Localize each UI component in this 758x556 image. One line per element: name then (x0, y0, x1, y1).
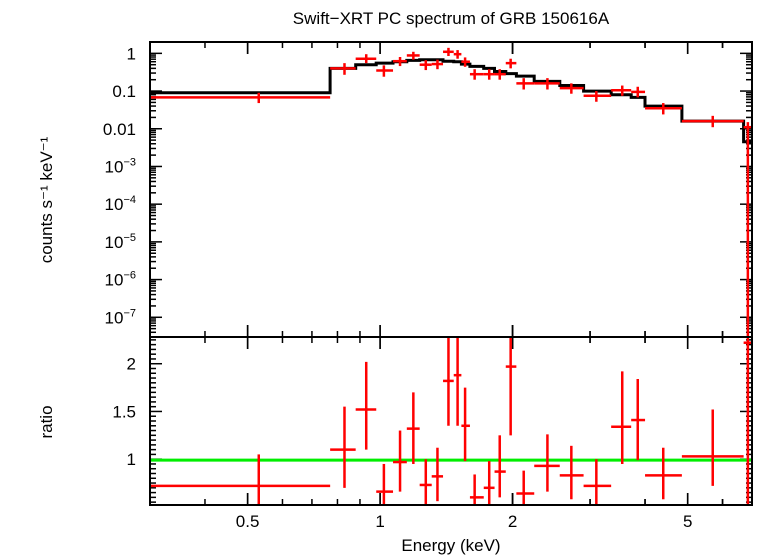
ratio-data-point (743, 337, 752, 505)
ratio-data-point (443, 337, 454, 426)
ratio-data-point (611, 371, 632, 464)
chart-title: Swift−XRT PC spectrum of GRB 150616A (293, 9, 610, 28)
spectrum-data-point (483, 69, 495, 80)
spectrum-y-axis-label-text: counts s⁻¹ keV⁻¹ (37, 136, 56, 263)
spectrum-y-tick-label: 10−5 (105, 232, 136, 252)
spectrum-data-point (393, 57, 407, 67)
ratio-data-point (406, 392, 420, 464)
spectrum-data-point (150, 92, 331, 104)
spectrum-y-tick-label: 0.1 (112, 82, 136, 101)
ratio-data-point (494, 435, 506, 498)
spectrum-data-point (419, 60, 432, 71)
spectrum-data-point (443, 47, 454, 57)
ratio-data-point (583, 459, 612, 505)
ratio-data-point (376, 463, 394, 505)
spectrum-data-point (516, 78, 535, 90)
spectrum-data-point (355, 54, 377, 64)
spectrum-y-tick-label: 10−6 (105, 270, 136, 290)
ratio-data-point (469, 474, 484, 505)
spectrum-y-axis-label: counts s⁻¹ keV⁻¹ (37, 136, 56, 263)
spectrum-panel: 1 0.1 0.01 10−3 10−4 10−5 10−6 10−7 (103, 41, 753, 338)
ratio-data-point (483, 461, 495, 505)
ratio-data-point (681, 409, 744, 486)
spectrum-data-point (461, 57, 470, 67)
ratio-data-point (505, 337, 517, 436)
spectrum-frame (149, 41, 753, 338)
ratio-data-point (330, 406, 356, 488)
ratio-y-axis-label-text: ratio (37, 405, 56, 438)
spectrum-data-point (534, 78, 560, 90)
ratio-data-point (150, 454, 331, 505)
ratio-data-point (355, 361, 377, 450)
spectrum-data-point (406, 51, 420, 60)
spectrum-data-point (505, 58, 517, 69)
spectrum-data-point (559, 83, 584, 94)
ratio-data-point (453, 337, 462, 426)
spectrum-data-point (611, 85, 632, 96)
ratio-panel: 1 1.5 2 0.5 1 2 5 (112, 336, 753, 531)
spectrum-data-point (631, 86, 646, 98)
ratio-data-point (645, 447, 682, 500)
spectrum-y-tick-label: 10−4 (105, 194, 136, 214)
spectrum-data-point (743, 122, 752, 337)
spectrum-y-tick-label: 10−7 (105, 307, 136, 327)
spectrum-data-point (330, 63, 356, 75)
ratio-y-axis-label: ratio (37, 405, 56, 438)
spectrum-data-point (469, 69, 484, 80)
ratio-y-tick-label: 1.5 (112, 402, 136, 421)
ratio-data-point (559, 445, 584, 500)
spectrum-data-point (431, 59, 444, 70)
model-step-line (150, 58, 752, 144)
spectrum-data-point (583, 91, 612, 102)
spectrum-data-point (376, 65, 394, 77)
ratio-data-point (431, 447, 444, 502)
spectrum-data-point (645, 103, 682, 115)
ratio-data-point (516, 470, 535, 505)
x-tick-label: 2 (508, 512, 517, 531)
x-tick-label: 0.5 (236, 512, 260, 531)
ratio-data-point (393, 430, 407, 492)
spectrum-y-tick-label: 10−3 (105, 156, 136, 176)
ratio-frame (149, 336, 753, 506)
ratio-data-point (534, 434, 560, 492)
spectrum-y-tick-label: 1 (127, 44, 136, 63)
ratio-data-point (631, 379, 646, 461)
spectrum-data-point (453, 50, 462, 59)
x-axis-label: Energy (keV) (401, 536, 500, 555)
ratio-data-point (419, 459, 432, 505)
spectrum-data-point (494, 69, 506, 80)
ratio-y-tick-label: 2 (127, 355, 136, 374)
ratio-data-point (461, 387, 470, 462)
x-tick-label: 1 (375, 512, 384, 531)
spectrum-data-point (681, 115, 744, 128)
ratio-y-tick-label: 1 (127, 450, 136, 469)
spectrum-y-tick-label: 0.01 (103, 120, 136, 139)
x-tick-label: 5 (683, 512, 692, 531)
